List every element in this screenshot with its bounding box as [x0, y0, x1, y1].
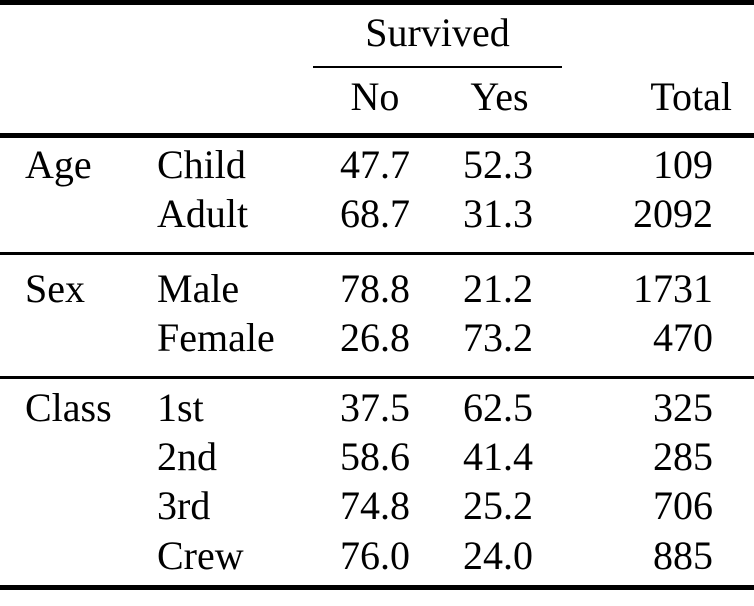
level-label: 2nd — [157, 437, 217, 479]
group-label — [0, 535, 132, 587]
group-label — [0, 486, 132, 535]
total-cell: 285 — [653, 437, 713, 479]
column-header-total: Total — [650, 74, 732, 119]
total-cell: 470 — [653, 317, 713, 360]
level-label: Child — [157, 141, 246, 187]
pct-yes-cell: 41.4 — [463, 437, 533, 479]
table-row: Female 26.8 73.2 470 — [0, 318, 754, 378]
section-class: Class 1st 37.5 62.5 325 2nd 58.6 41.4 28… — [0, 377, 754, 587]
table-header: Survived No Yes Total — [0, 2, 754, 136]
pct-yes-cell: 24.0 — [463, 535, 533, 578]
pct-no-cell: 74.8 — [340, 486, 410, 528]
total-cell: 885 — [653, 535, 713, 578]
table-row: Crew 76.0 24.0 885 — [0, 535, 754, 587]
column-header-no: No — [350, 74, 400, 119]
pct-no-cell: 37.5 — [340, 385, 410, 430]
total-cell: 2092 — [633, 193, 713, 236]
column-header-row: No Yes Total — [0, 67, 754, 136]
pct-no-cell: 78.8 — [340, 265, 410, 311]
level-label: Female — [157, 317, 275, 360]
empty-cell — [562, 3, 754, 67]
total-cell: 706 — [653, 486, 713, 528]
level-label: 3rd — [157, 486, 211, 528]
total-cell: 325 — [653, 385, 713, 430]
level-label: Adult — [157, 193, 249, 236]
empty-cell — [0, 67, 132, 136]
pct-yes-cell: 25.2 — [463, 486, 533, 528]
pct-yes-cell: 52.3 — [463, 141, 533, 187]
table-row: Adult 68.7 31.3 2092 — [0, 194, 754, 254]
section-age: Age Child 47.7 52.3 109 Adult 68.7 31.3 … — [0, 136, 754, 254]
table-row: Sex Male 78.8 21.2 1731 — [0, 254, 754, 318]
table-row: 3rd 74.8 25.2 706 — [0, 486, 754, 535]
level-label: Male — [157, 265, 240, 311]
group-label — [0, 194, 132, 254]
total-cell: 1731 — [633, 265, 713, 311]
empty-cell — [132, 3, 313, 67]
group-label: Class — [25, 385, 112, 430]
table-row: 2nd 58.6 41.4 285 — [0, 437, 754, 486]
total-cell: 109 — [653, 141, 713, 187]
empty-cell — [132, 67, 313, 136]
group-label: Sex — [25, 265, 85, 311]
group-label: Age — [25, 141, 92, 187]
pct-yes-cell: 31.3 — [463, 193, 533, 236]
table-row: Class 1st 37.5 62.5 325 — [0, 377, 754, 437]
level-label: 1st — [157, 385, 204, 430]
pct-no-cell: 26.8 — [340, 317, 410, 360]
table-row: Age Child 47.7 52.3 109 — [0, 136, 754, 194]
pct-no-cell: 58.6 — [340, 437, 410, 479]
spanner-survived: Survived — [313, 2, 562, 68]
pct-yes-cell: 73.2 — [463, 317, 533, 360]
section-sex: Sex Male 78.8 21.2 1731 Female 26.8 73.2… — [0, 253, 754, 378]
pct-yes-cell: 21.2 — [463, 265, 533, 311]
pct-no-cell: 47.7 — [340, 141, 410, 187]
survival-summary-table: Survived No Yes Total Age Child 47.7 52.… — [0, 0, 754, 590]
pct-no-cell: 68.7 — [340, 193, 410, 236]
spanner-row: Survived — [0, 2, 754, 68]
level-label: Crew — [157, 535, 244, 578]
pct-yes-cell: 62.5 — [463, 385, 533, 430]
column-header-yes: Yes — [470, 74, 529, 119]
empty-cell — [0, 3, 132, 67]
group-label — [0, 318, 132, 378]
group-label — [0, 437, 132, 486]
pct-no-cell: 76.0 — [340, 535, 410, 578]
